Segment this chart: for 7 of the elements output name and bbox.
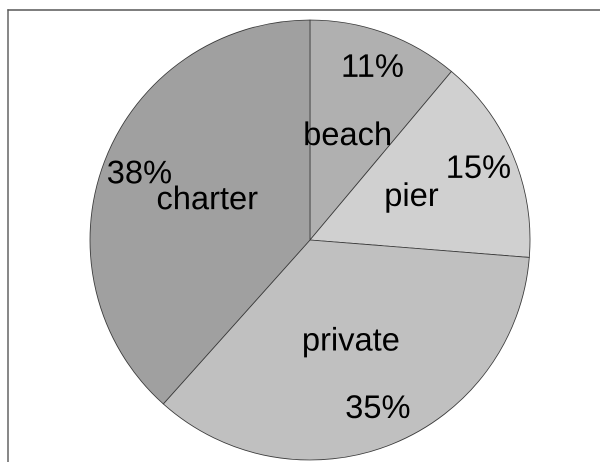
data-label: 35% — [346, 395, 410, 418]
slice-label: charter — [158, 186, 258, 210]
data-label: 11% — [343, 54, 403, 78]
slice-label: pier — [386, 182, 438, 213]
slice-label: private — [304, 326, 398, 358]
data-label: 38% — [108, 160, 171, 184]
data-label: 15% — [448, 155, 510, 178]
